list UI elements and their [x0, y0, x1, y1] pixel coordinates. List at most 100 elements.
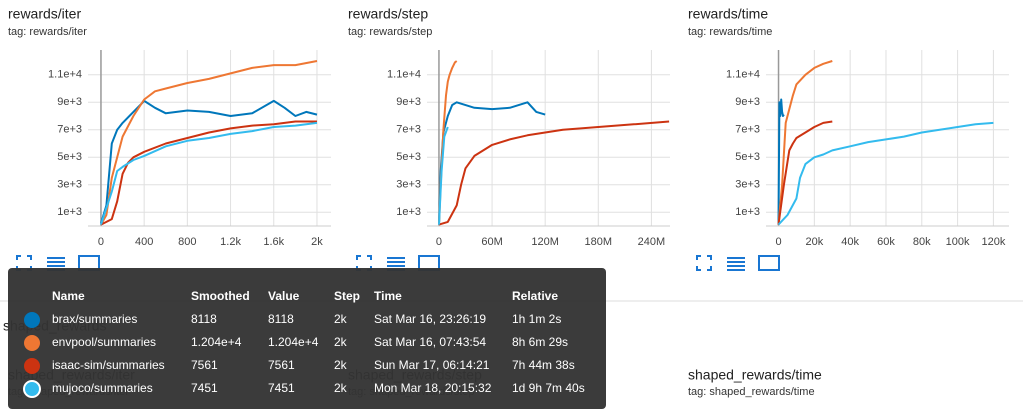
x-tick-label: 1.6k — [263, 236, 284, 248]
x-tick-label: 800 — [178, 236, 196, 248]
chart-card: rewards/iter tag: rewards/iter 1e+3 3e+3 5e+… — [8, 6, 331, 271]
chart-tag: tag: rewards/time — [688, 26, 772, 38]
x-tick-label: 120M — [531, 236, 559, 248]
chart-tag: tag: rewards/step — [348, 26, 432, 38]
x-tick-label: 0 — [436, 236, 442, 248]
tooltip-cell: brax/summaries — [52, 312, 137, 326]
series-line — [438, 120, 670, 226]
x-tick-label: 0 — [98, 236, 104, 248]
series-swatch — [24, 358, 40, 374]
series-line — [777, 98, 785, 225]
series-swatch — [24, 312, 40, 328]
tooltip-cell: Sun Mar 17, 06:14:21 — [374, 358, 490, 372]
tooltip-cell: Sat Mar 16, 07:43:54 — [374, 335, 486, 349]
tooltip-cell: 1.204e+4 — [268, 335, 319, 349]
tooltip-bg — [8, 268, 606, 409]
x-tick-label: 60k — [877, 236, 895, 248]
tooltip-cell: 7561 — [268, 358, 295, 372]
chart-title: rewards/step — [348, 6, 428, 22]
tooltip-cell: 1.204e+4 — [191, 335, 242, 349]
y-tick-label: 3e+3 — [57, 179, 82, 191]
icon-bar — [47, 257, 65, 259]
tooltip-cell: isaac-sim/summaries — [52, 358, 165, 372]
tooltip-cell: 2k — [334, 335, 348, 349]
tooltip-cell: 8118 — [191, 312, 217, 326]
y-tick-label: 1.1e+4 — [48, 69, 82, 81]
y-tick-label: 3e+3 — [396, 179, 421, 191]
tooltip-cell: 8h 6m 29s — [512, 335, 568, 349]
series-line — [100, 120, 317, 226]
card-tag: tag: shaped_rewards/time — [688, 386, 815, 398]
x-tick-label: 2k — [311, 236, 323, 248]
tooltip-cell: 2k — [334, 358, 348, 372]
tooltip-cell: 7451 — [268, 381, 295, 395]
series-line — [777, 60, 833, 225]
series-line — [100, 60, 318, 226]
y-tick-label: 1e+3 — [735, 206, 760, 218]
fullscreen-button[interactable] — [16, 255, 32, 271]
y-tick-label: 1e+3 — [57, 206, 82, 218]
series-line — [438, 126, 449, 225]
x-tick-label: 400 — [135, 236, 153, 248]
series-swatch — [24, 335, 40, 351]
icon-bar — [727, 257, 745, 259]
series-line — [100, 99, 318, 224]
tooltip-cell: 7451 — [191, 381, 218, 395]
icon-bar — [387, 261, 405, 263]
tooltip-cell: Sat Mar 16, 23:26:19 — [374, 312, 486, 326]
tooltip-cell: envpool/summaries — [52, 335, 156, 349]
y-tick-label: 5e+3 — [735, 151, 760, 163]
tooltip-cell: 8118 — [268, 312, 294, 326]
chart-card: rewards/step tag: rewards/step 1e+3 3e+3 5e+… — [348, 6, 670, 271]
y-tick-label: 7e+3 — [396, 124, 421, 136]
card-title: shaped_rewards/time — [688, 367, 822, 383]
fit-domain-button[interactable] — [418, 255, 440, 271]
tooltip-cell: 1h 1m 2s — [512, 312, 561, 326]
y-tick-label: 7e+3 — [735, 124, 760, 136]
tooltip-cell: Mon Mar 18, 20:15:32 — [374, 381, 492, 395]
chart-tag: tag: rewards/iter — [8, 26, 87, 38]
y-tick-label: 9e+3 — [396, 96, 421, 108]
fullscreen-button[interactable] — [696, 255, 712, 271]
tooltip-cell: 2k — [334, 312, 348, 326]
series-line — [777, 120, 833, 225]
chart-title: rewards/time — [688, 6, 768, 22]
icon-bar — [727, 261, 745, 263]
x-tick-label: 40k — [841, 236, 859, 248]
toggle-log-button[interactable] — [727, 257, 745, 271]
x-tick-label: 100k — [946, 236, 970, 248]
x-tick-label: 80k — [913, 236, 931, 248]
series-line — [438, 60, 458, 225]
icon-bar — [47, 261, 65, 263]
x-tick-label: 60M — [481, 236, 502, 248]
tooltip-header: Step — [334, 289, 360, 303]
y-tick-label: 1.1e+4 — [387, 69, 421, 81]
tooltip-header: Smoothed — [191, 289, 250, 303]
y-tick-label: 5e+3 — [396, 151, 421, 163]
tooltip-header: Relative — [512, 289, 558, 303]
fullscreen-button[interactable] — [356, 255, 372, 271]
y-tick-label: 7e+3 — [57, 124, 82, 136]
x-tick-label: 240M — [638, 236, 666, 248]
chart-card: rewards/time tag: rewards/time 1e+3 3e+3 5e+… — [688, 6, 1009, 271]
y-tick-label: 5e+3 — [57, 151, 82, 163]
tooltip-cell: 1d 9h 7m 40s — [512, 381, 585, 395]
tooltip: Name Smoothed Value Step Time Relative brax/su… — [8, 268, 606, 409]
x-tick-label: 0 — [775, 236, 781, 248]
y-tick-label: 9e+3 — [735, 96, 760, 108]
tooltip-cell: 7h 44m 38s — [512, 358, 575, 372]
chart-title: rewards/iter — [8, 6, 81, 22]
fit-domain-button[interactable] — [78, 255, 100, 271]
icon-bar — [47, 265, 65, 267]
icon-bar — [727, 265, 745, 267]
y-tick-label: 9e+3 — [57, 96, 82, 108]
series-swatch — [23, 380, 41, 398]
tooltip-header: Name — [52, 289, 85, 303]
tooltip-cell: mujoco/summaries — [52, 381, 153, 395]
series-line — [100, 121, 318, 225]
fit-domain-button[interactable] — [758, 255, 780, 271]
x-tick-label: 180M — [585, 236, 613, 248]
tooltip-cell: 7561 — [191, 358, 218, 372]
icon-bar — [727, 269, 745, 271]
